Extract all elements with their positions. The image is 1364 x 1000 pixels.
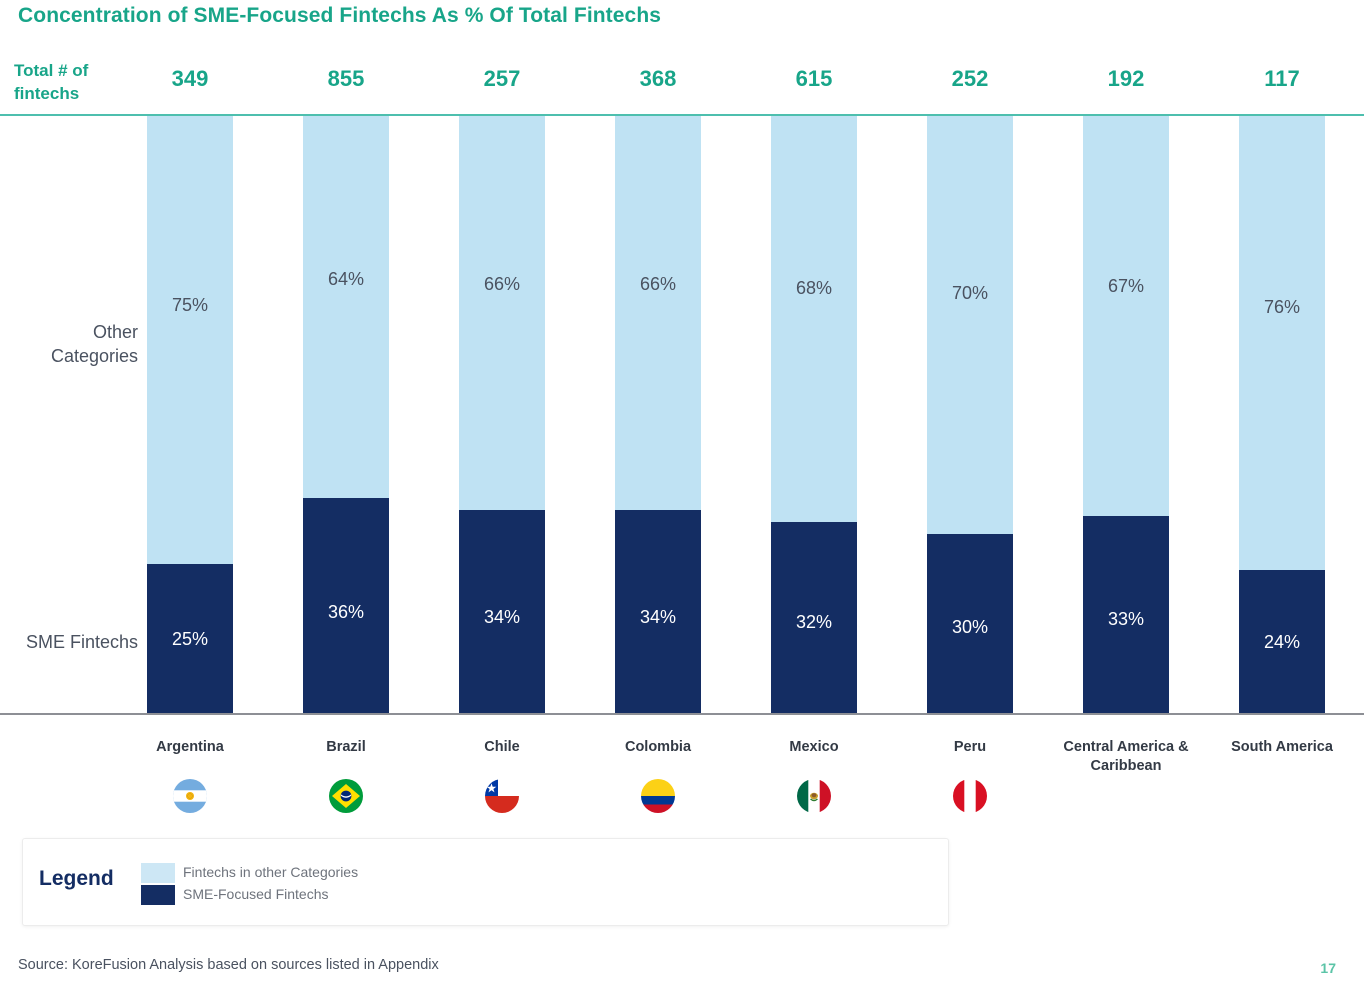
bar-segment-sme-fintechs[interactable] [1239,569,1325,713]
category-label: Brazil [326,739,366,755]
flag-mexico-icon [797,779,831,813]
legend-title: Legend [39,867,114,890]
category-label: Peru [953,739,987,755]
category-label: South America [1231,739,1333,755]
chart-plot-area: 75% 25% 64% 36% 66% 34% 66% 34% 68% 32% 70% 30% 67% 3… [0,114,1364,715]
bar-segment-other-categories[interactable] [459,116,545,511]
bar-value-label-sme-fintechs: 24% [1263,631,1301,652]
chart-baseline-rule [0,713,1364,715]
bar-segment-sme-fintechs[interactable] [303,498,389,713]
flag-peru-icon [953,779,987,813]
bar-segment-sme-fintechs[interactable] [459,510,545,713]
bar-segment-other-categories[interactable] [303,116,389,499]
total-fintechs-value: 615 [795,66,833,91]
category-label: Colombia [624,739,692,755]
bar-value-label-sme-fintechs: 32% [795,611,833,632]
page-title: Concentration of SME-Focused Fintechs As… [18,4,662,27]
total-fintechs-value: 349 [171,66,209,91]
total-fintechs-value: 117 [1264,66,1300,91]
bar-segment-other-categories[interactable] [147,116,233,564]
total-fintechs-value: 368 [639,66,677,91]
bar-group[interactable]: 68% 32% [771,116,857,713]
bar-value-label-sme-fintechs: 36% [327,601,365,622]
bar-value-label-other-categories: 66% [483,273,521,294]
legend: Legend Fintechs in other Categories SME-… [22,838,949,926]
bar-segment-sme-fintechs[interactable] [927,533,1013,713]
bar-group[interactable]: 70% 30% [927,116,1013,713]
total-fintechs-value: 855 [327,66,365,91]
total-fintechs-value: 192 [1107,66,1145,91]
legend-label-sme-fintechs: SME-Focused Fintechs [183,886,329,902]
bar-value-label-other-categories: 76% [1263,297,1301,318]
chart-top-rule [0,114,1364,116]
bar-value-label-other-categories: 64% [327,268,365,289]
bar-value-label-other-categories: 68% [795,278,833,299]
bar-segment-other-categories[interactable] [615,116,701,511]
category-label: Central America & Caribbean [1063,739,1189,774]
bar-value-label-sme-fintechs: 33% [1107,609,1145,630]
bar-value-label-other-categories: 75% [171,295,209,316]
category-label: Argentina [156,739,224,755]
bar-segment-sme-fintechs[interactable] [1083,516,1169,713]
series-label-other-categories: Other Categories [50,322,138,367]
flag-brazil-icon [329,779,363,813]
category-label: Mexico [789,739,839,755]
bar-value-label-sme-fintechs: 25% [171,629,209,650]
totals-row-label: Total # of fintechs [14,61,89,103]
bar-value-label-sme-fintechs: 34% [639,606,677,627]
bar-segment-sme-fintechs[interactable] [771,521,857,713]
bar-group[interactable]: 66% 34% [459,116,545,713]
bar-group[interactable]: 75% 25% [147,116,233,713]
bar-segment-other-categories[interactable] [1083,116,1169,516]
series-label-sme-fintechs: SME Fintechs [25,632,138,652]
bar-group[interactable]: 67% 33% [1083,116,1169,713]
legend-swatch-dark-icon [141,885,175,905]
bar-value-label-other-categories: 67% [1107,275,1145,296]
bar-segment-other-categories[interactable] [771,116,857,522]
bar-value-label-other-categories: 66% [639,273,677,294]
legend-swatch-light-icon [141,863,175,883]
bar-segment-sme-fintechs[interactable] [615,510,701,713]
bar-value-label-sme-fintechs: 34% [483,606,521,627]
totals-row: Total # of fintechs 349 855 257 368 615 252 19… [0,60,1364,110]
source-note: Source: KoreFusion Analysis based on sou… [18,957,439,973]
legend-label-other-categories: Fintechs in other Categories [183,864,359,880]
bar-value-label-sme-fintechs: 30% [951,616,989,637]
flag-argentina-icon [173,779,207,813]
bar-segment-other-categories[interactable] [927,116,1013,534]
flag-colombia-icon [641,779,675,813]
bar-segment-sme-fintechs[interactable] [147,563,233,713]
bar-group[interactable]: 64% 36% [303,116,389,713]
category-label: Chile [484,739,520,755]
bar-segment-other-categories[interactable] [1239,116,1325,570]
bar-group[interactable]: 66% 34% [615,116,701,713]
bar-value-label-other-categories: 70% [951,283,989,304]
flag-chile-icon [485,779,519,813]
total-fintechs-value: 257 [483,66,521,91]
page-number: 17 [1320,960,1336,976]
total-fintechs-value: 252 [951,66,989,91]
bar-group[interactable]: 76% 24% [1239,116,1325,713]
